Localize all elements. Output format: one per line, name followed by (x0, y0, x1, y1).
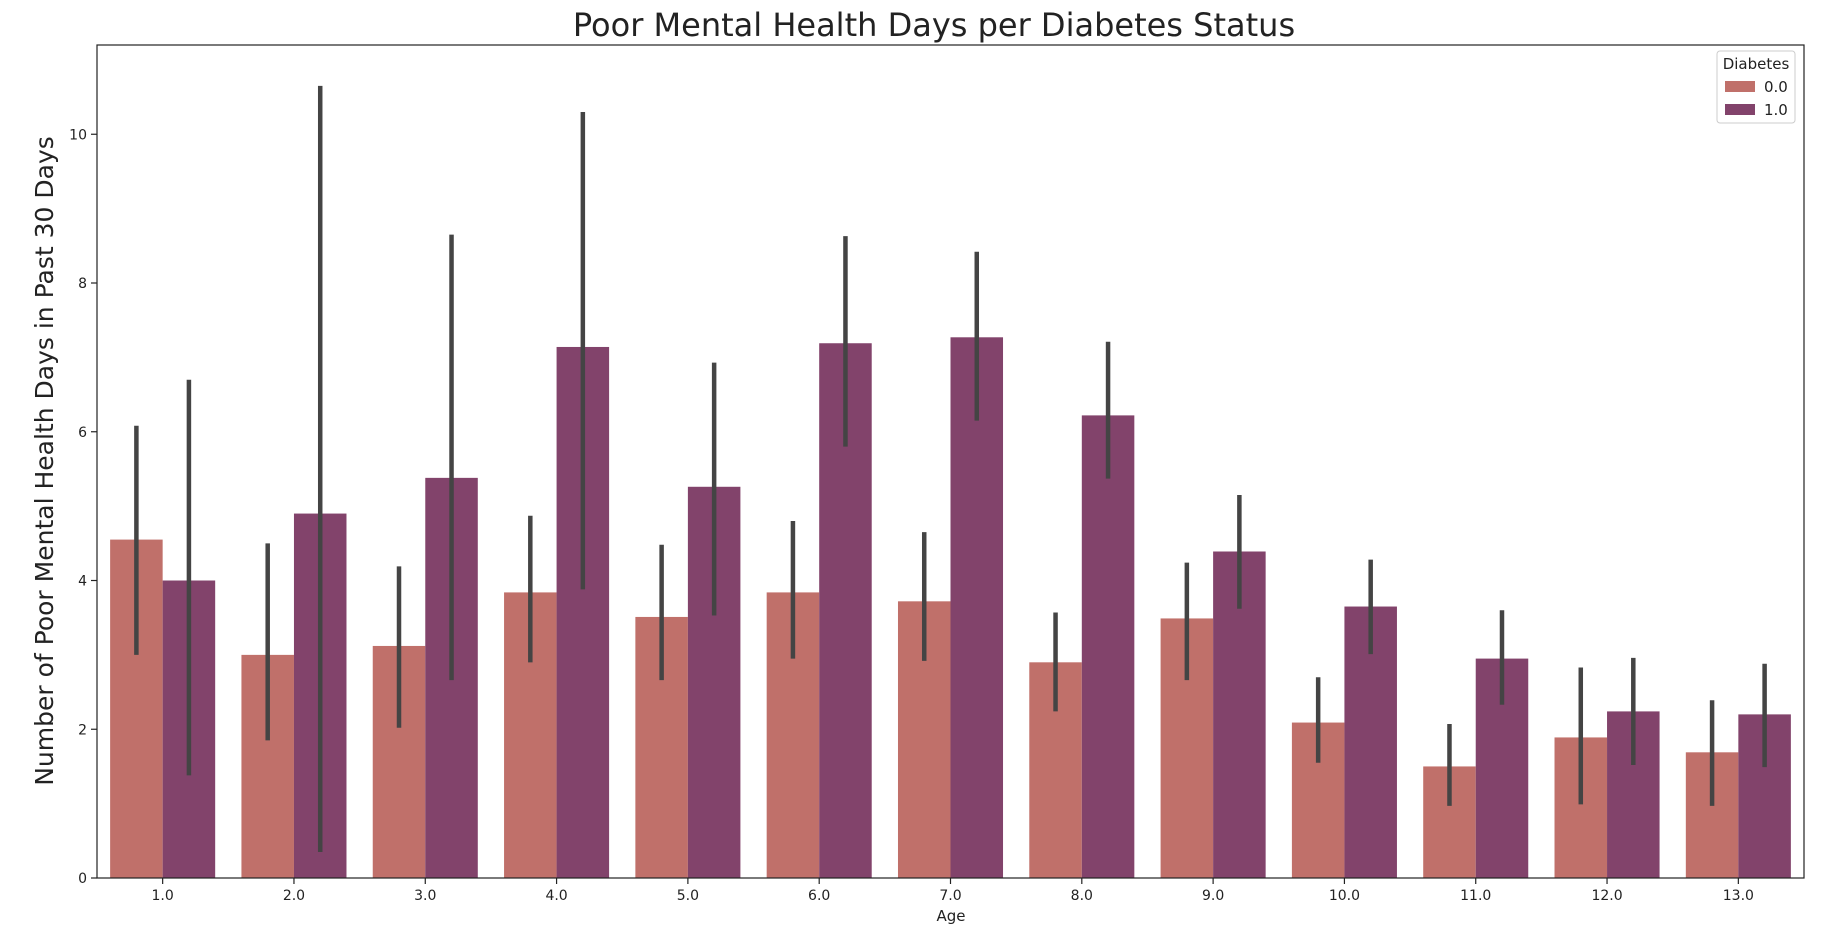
x-tick-label: 5.0 (677, 888, 699, 904)
bar (1081, 415, 1135, 878)
x-tick-label: 8.0 (1071, 888, 1093, 904)
legend-label: 1.0 (1764, 101, 1788, 119)
legend-label: 0.0 (1764, 78, 1788, 96)
chart-title: Poor Mental Health Days per Diabetes Sta… (573, 6, 1295, 44)
x-tick-label: 6.0 (808, 888, 830, 904)
error-bars-layer (134, 85, 1767, 852)
x-tick-label: 9.0 (1202, 888, 1224, 904)
x-tick-label: 7.0 (939, 888, 961, 904)
y-tick-label: 6 (78, 425, 87, 441)
y-tick-label: 0 (78, 871, 87, 887)
x-tick-label: 12.0 (1591, 888, 1622, 904)
y-tick-label: 4 (78, 574, 87, 590)
y-tick-label: 10 (69, 127, 87, 143)
x-axis: 1.0 2.0 3.0 4.0 5.0 6.0 7.0 8.0 9.0 10.0 11.0 12.0 1… (152, 878, 1754, 904)
x-tick-label: 4.0 (545, 888, 567, 904)
legend: Diabetes 0.0 1.0 (1716, 50, 1796, 124)
bars-layer (110, 337, 1791, 878)
legend-swatch (1725, 104, 1755, 115)
y-axis-label: Number of Poor Mental Health Days in Pas… (30, 136, 59, 786)
bar (950, 337, 1004, 878)
x-tick-label: 13.0 (1723, 888, 1754, 904)
legend-swatch (1725, 81, 1755, 92)
legend-title: Diabetes (1723, 55, 1790, 73)
plot-frame (96, 44, 1805, 879)
y-axis: 0 2 4 6 8 10 (69, 127, 97, 887)
y-tick-label: 8 (78, 276, 87, 292)
x-tick-label: 2.0 (283, 888, 305, 904)
x-tick-label: 11.0 (1460, 888, 1491, 904)
x-tick-label: 10.0 (1329, 888, 1360, 904)
x-tick-label: 3.0 (414, 888, 436, 904)
x-tick-label: 1.0 (152, 888, 174, 904)
x-axis-label: Age (936, 907, 965, 925)
y-tick-label: 2 (78, 722, 87, 738)
